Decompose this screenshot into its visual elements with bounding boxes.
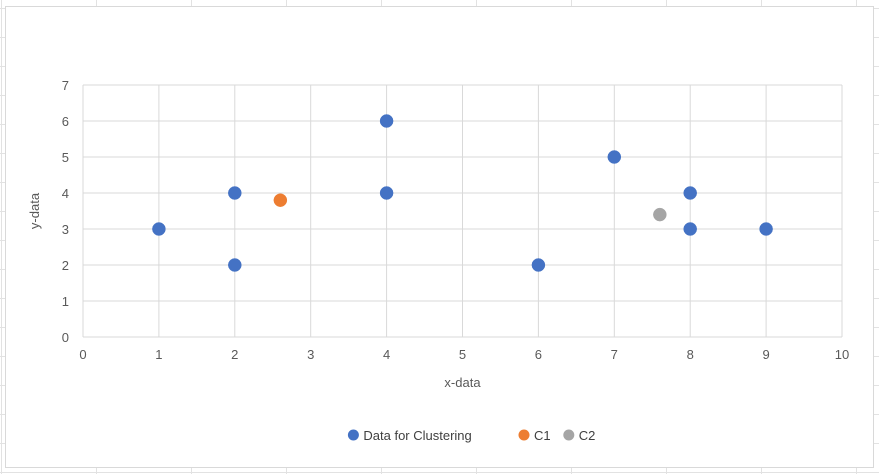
chart-area[interactable]: 0 1 2 3 4 5 6 7 8 9 10 0 1 2 3 4 5 6 7 x-data y-data Data… bbox=[5, 6, 874, 468]
scatter-chart: 0 1 2 3 4 5 6 7 8 9 10 0 1 2 3 4 5 6 7 x-data y-data Data… bbox=[27, 78, 849, 443]
x-tick-label: 2 bbox=[231, 347, 238, 362]
data-point-data[interactable] bbox=[759, 222, 773, 236]
x-axis-title: x-data bbox=[444, 375, 481, 390]
x-tick-label: 7 bbox=[611, 347, 618, 362]
x-tick-label: 3 bbox=[307, 347, 314, 362]
data-point-data[interactable] bbox=[683, 186, 697, 200]
x-tick-label: 9 bbox=[762, 347, 769, 362]
data-point-data[interactable] bbox=[607, 150, 622, 164]
legend[interactable]: Data for Clustering C1 C2 bbox=[347, 428, 596, 443]
data-point-data[interactable] bbox=[379, 114, 394, 128]
data-point-data[interactable] bbox=[152, 222, 166, 236]
y-tick-label: 6 bbox=[62, 114, 69, 129]
y-tick-label: 0 bbox=[62, 330, 69, 345]
y-tick-label: 5 bbox=[62, 150, 69, 165]
x-tick-label: 0 bbox=[79, 347, 86, 362]
x-tick-label: 5 bbox=[459, 347, 466, 362]
data-point-data[interactable] bbox=[379, 186, 394, 200]
y-tick-label: 7 bbox=[62, 78, 69, 93]
data-point-data[interactable] bbox=[531, 258, 546, 272]
y-tick-label: 1 bbox=[62, 294, 69, 309]
legend-marker bbox=[563, 429, 575, 441]
y-tick-label: 2 bbox=[62, 258, 69, 273]
legend-label: C2 bbox=[579, 428, 596, 443]
data-point-c2[interactable] bbox=[653, 207, 667, 222]
legend-label: C1 bbox=[534, 428, 551, 443]
data-point-data[interactable] bbox=[228, 186, 242, 200]
legend-label: Data for Clustering bbox=[363, 428, 471, 443]
x-tick-label: 6 bbox=[535, 347, 542, 362]
y-axis-title: y-data bbox=[27, 192, 42, 229]
x-tick-label: 1 bbox=[155, 347, 162, 362]
data-point-data[interactable] bbox=[228, 258, 242, 272]
legend-marker bbox=[347, 429, 359, 441]
data-point-data[interactable] bbox=[683, 222, 697, 236]
y-tick-label: 4 bbox=[62, 186, 69, 201]
y-tick-label: 3 bbox=[62, 222, 69, 237]
x-tick-labels: 0 1 2 3 4 5 6 7 8 9 10 bbox=[79, 347, 849, 362]
data-points bbox=[152, 114, 773, 272]
x-tick-label: 8 bbox=[687, 347, 694, 362]
legend-marker bbox=[518, 429, 530, 441]
data-point-c1[interactable] bbox=[273, 193, 288, 207]
gridlines bbox=[82, 84, 843, 338]
x-tick-label: 10 bbox=[835, 347, 849, 362]
x-tick-label: 4 bbox=[383, 347, 390, 362]
y-tick-labels: 0 1 2 3 4 5 6 7 bbox=[62, 78, 69, 345]
